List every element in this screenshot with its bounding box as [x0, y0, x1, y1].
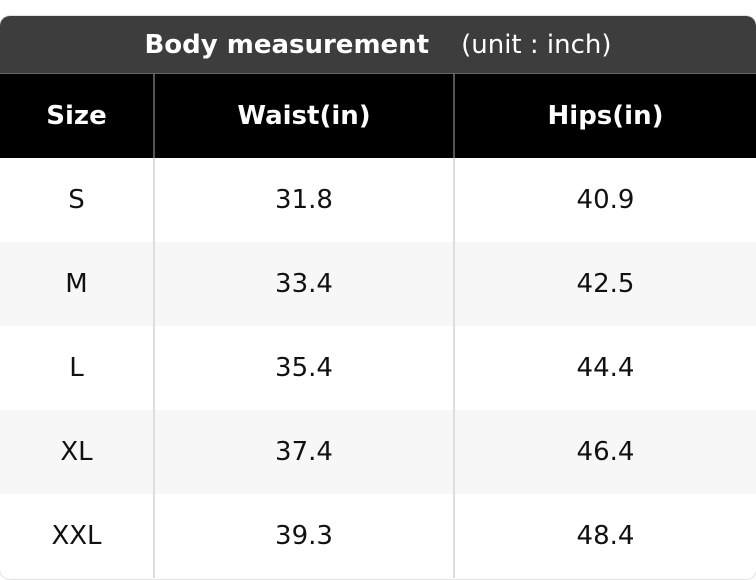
- table-cell: 35.4: [155, 326, 455, 410]
- table-cell: 40.9: [576, 185, 635, 215]
- table-cell: 48.4: [576, 521, 635, 551]
- table-row: M 33.4 42.5: [0, 242, 756, 326]
- table-row: XL 37.4 46.4: [0, 410, 756, 494]
- table-cell: XXL: [0, 494, 155, 578]
- column-header: Waist(in): [155, 74, 455, 158]
- size-table: Body measurement (unit : inch) Size Waist…: [0, 16, 756, 579]
- table-body: Size Waist(in) Hips(in) S 31.8 40.9 M 33.4 42.5 L…: [0, 74, 756, 578]
- table-cell: L: [0, 326, 155, 410]
- table-cell: 33.4: [155, 242, 455, 326]
- title: Body measurement: [144, 29, 430, 60]
- table-cell: 46.4: [576, 437, 635, 467]
- table-cell: 44.4: [576, 353, 635, 383]
- table-cell: 42.5: [576, 269, 635, 299]
- table-cell: XL: [0, 410, 155, 494]
- column-header: Size: [0, 74, 155, 158]
- table-cell: M: [0, 242, 155, 326]
- column-header: Hips(in): [547, 101, 664, 131]
- title-bar: Body measurement (unit : inch): [0, 16, 756, 74]
- table-row: L 35.4 44.4: [0, 326, 756, 410]
- table-row: XXL 39.3 48.4: [0, 494, 756, 578]
- table-cell: 39.3: [155, 494, 455, 578]
- table-cell: 31.8: [155, 158, 455, 242]
- header-row: Size Waist(in) Hips(in): [0, 74, 756, 158]
- table-row: S 31.8 40.9: [0, 158, 756, 242]
- unit: (unit : inch): [461, 29, 612, 60]
- table-cell: S: [0, 158, 155, 242]
- table-cell: 37.4: [155, 410, 455, 494]
